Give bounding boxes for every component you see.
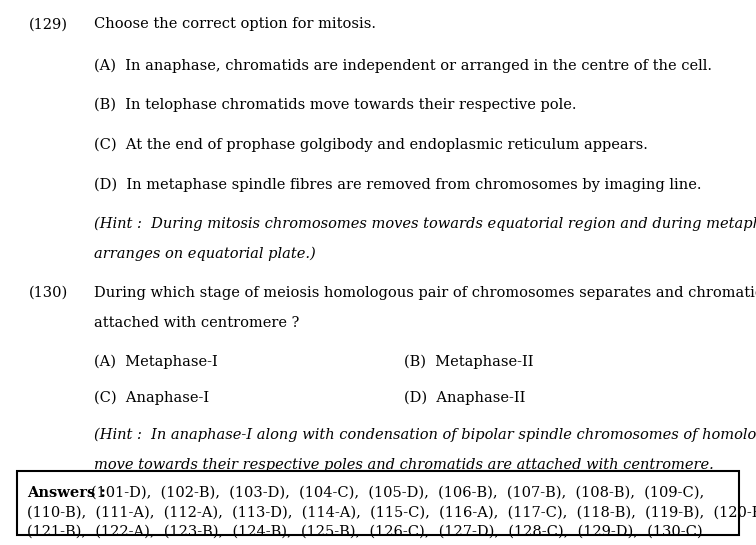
- Text: (Hint :  In anaphase-I along with condensation of bipolar spindle chromosomes of: (Hint : In anaphase-I along with condens…: [94, 427, 756, 441]
- Text: (A)  Metaphase-I: (A) Metaphase-I: [94, 354, 218, 368]
- FancyBboxPatch shape: [17, 471, 739, 535]
- Text: (B)  In telophase chromatids move towards their respective pole.: (B) In telophase chromatids move towards…: [94, 98, 577, 112]
- Text: Answers :: Answers :: [27, 486, 111, 500]
- Text: (101-D),  (102-B),  (103-D),  (104-C),  (105-D),  (106-B),  (107-B),  (108-B),  : (101-D), (102-B), (103-D), (104-C), (105…: [91, 486, 705, 500]
- Text: (C)  Anaphase-I: (C) Anaphase-I: [94, 391, 209, 405]
- Text: (130): (130): [29, 286, 68, 300]
- Text: move towards their respective poles and chromatids are attached with centromere.: move towards their respective poles and …: [94, 458, 714, 472]
- Text: (D)  Anaphase-II: (D) Anaphase-II: [404, 391, 526, 405]
- Text: Choose the correct option for mitosis.: Choose the correct option for mitosis.: [94, 17, 376, 32]
- Text: (129): (129): [29, 17, 68, 32]
- Text: (Hint :  During mitosis chromosomes moves towards equatorial region and during m: (Hint : During mitosis chromosomes moves…: [94, 217, 756, 231]
- Text: (D)  In metaphase spindle fibres are removed from chromosomes by imaging line.: (D) In metaphase spindle fibres are remo…: [94, 177, 702, 191]
- Text: (121-B),  (122-A),  (123-B),  (124-B),  (125-B),  (126-C),  (127-D),  (128-C),  : (121-B), (122-A), (123-B), (124-B), (125…: [27, 524, 703, 538]
- Text: (A)  In anaphase, chromatids are independent or arranged in the centre of the ce: (A) In anaphase, chromatids are independ…: [94, 58, 712, 72]
- Text: (B)  Metaphase-II: (B) Metaphase-II: [404, 354, 534, 368]
- Text: (C)  At the end of prophase golgibody and endoplasmic reticulum appears.: (C) At the end of prophase golgibody and…: [94, 137, 649, 152]
- Text: During which stage of meiosis homologous pair of chromosomes separates and chrom: During which stage of meiosis homologous…: [94, 286, 756, 300]
- Text: (110-B),  (111-A),  (112-A),  (113-D),  (114-A),  (115-C),  (116-A),  (117-C),  : (110-B), (111-A), (112-A), (113-D), (114…: [27, 505, 756, 519]
- Text: arranges on equatorial plate.): arranges on equatorial plate.): [94, 246, 316, 261]
- Text: attached with centromere ?: attached with centromere ?: [94, 316, 300, 330]
